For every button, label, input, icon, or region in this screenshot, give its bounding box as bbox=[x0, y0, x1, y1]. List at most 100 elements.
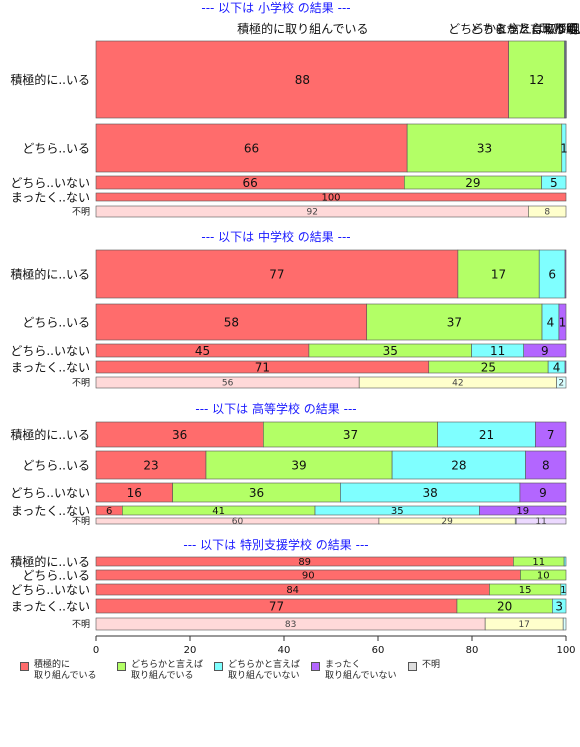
row-label: 不明 bbox=[72, 207, 90, 218]
row-label: 不明 bbox=[72, 619, 90, 630]
row-label: 積極的に..いる bbox=[10, 427, 90, 442]
data-label: 9 bbox=[541, 344, 549, 358]
data-label: 84 bbox=[286, 585, 299, 596]
row-label: まったく..ない bbox=[11, 360, 90, 374]
bar-segment bbox=[556, 376, 567, 389]
row-label: どちら..いる bbox=[22, 568, 90, 582]
legend-swatch bbox=[117, 662, 126, 671]
bar-segment bbox=[95, 249, 459, 299]
bar-segment bbox=[564, 360, 567, 374]
legend-item: どちらかと言えば 取り組んでいる bbox=[117, 660, 203, 682]
bar-segment bbox=[391, 450, 526, 480]
row-label: どちら..いない bbox=[10, 486, 90, 500]
legend-swatch bbox=[311, 662, 320, 671]
data-label: 25 bbox=[481, 360, 496, 374]
legend-label: まったく 取り組んでいない bbox=[325, 660, 397, 681]
data-label: 89 bbox=[298, 557, 311, 568]
data-label: 90 bbox=[302, 571, 315, 582]
x-tick-label: 100 bbox=[556, 645, 575, 656]
bar-segment bbox=[523, 343, 567, 358]
bar-segment bbox=[520, 569, 567, 581]
row-label: どちら..いない bbox=[10, 583, 90, 597]
data-label: 28 bbox=[451, 458, 466, 472]
data-label: 20 bbox=[497, 599, 512, 613]
data-label: 4 bbox=[553, 360, 561, 374]
data-label: 12 bbox=[529, 73, 544, 87]
data-label: 77 bbox=[269, 267, 284, 281]
legend-item: まったく 取り組んでいない bbox=[311, 660, 397, 682]
panel-title-3: --- 以下は 特別支援学校 の結果 --- bbox=[183, 537, 368, 552]
row-label: まったく..ない bbox=[11, 504, 90, 518]
bar-segment bbox=[95, 192, 567, 202]
bar-segment bbox=[552, 598, 567, 614]
data-label: 29 bbox=[465, 176, 480, 190]
data-label: 8 bbox=[544, 208, 550, 218]
bar-segment bbox=[565, 40, 567, 119]
data-label: 71 bbox=[255, 360, 270, 374]
data-label: 33 bbox=[477, 141, 492, 155]
data-label: 6 bbox=[548, 267, 556, 281]
bar-segment bbox=[205, 450, 393, 480]
data-label: 1 bbox=[559, 315, 567, 329]
data-label: 16 bbox=[127, 486, 142, 500]
bar-segment bbox=[95, 40, 509, 119]
bar-segment bbox=[95, 450, 207, 480]
data-label: 45 bbox=[195, 344, 210, 358]
data-label: 37 bbox=[447, 315, 462, 329]
bar-segment bbox=[558, 303, 567, 341]
row-label: どちら..いる bbox=[22, 141, 90, 155]
bar-segment bbox=[515, 517, 567, 525]
data-label: 1 bbox=[560, 585, 566, 596]
x-tick-label: 20 bbox=[184, 645, 197, 656]
data-label: 36 bbox=[249, 486, 264, 500]
legend-swatch bbox=[214, 662, 223, 671]
bar-segment bbox=[508, 40, 565, 119]
bar-segment bbox=[538, 249, 566, 299]
legend-item: 積極的に 取り組んでいる bbox=[20, 660, 97, 682]
data-label: 23 bbox=[143, 458, 158, 472]
data-label: 37 bbox=[343, 428, 358, 442]
bar-segment bbox=[564, 249, 567, 299]
data-label: 15 bbox=[519, 585, 532, 596]
row-label: まったく..ない bbox=[11, 190, 90, 204]
bar-segment bbox=[406, 123, 563, 173]
bar-segment bbox=[263, 421, 438, 448]
row-label: どちら..いない bbox=[10, 176, 90, 190]
row-label: 積極的に..いる bbox=[10, 554, 90, 569]
data-label: 77 bbox=[269, 599, 284, 613]
data-label: 39 bbox=[291, 458, 306, 472]
data-label: 7 bbox=[547, 428, 555, 442]
data-label: 100 bbox=[321, 193, 340, 204]
bar-segment bbox=[541, 175, 567, 190]
row-label: 不明 bbox=[72, 516, 90, 527]
data-label: 8 bbox=[542, 458, 550, 472]
legend-label: どちらかと言えば 取り組んでいる bbox=[131, 660, 204, 681]
data-label: 41 bbox=[212, 506, 225, 517]
bar-segment bbox=[528, 205, 567, 218]
x-tick-label: 80 bbox=[466, 645, 479, 656]
data-label: 19 bbox=[516, 506, 529, 517]
data-label: 10 bbox=[537, 571, 550, 582]
data-label: 2 bbox=[558, 379, 564, 389]
data-label: 36 bbox=[172, 428, 187, 442]
legend-swatch bbox=[408, 662, 417, 671]
bar-segment bbox=[366, 303, 543, 341]
bar-segment bbox=[561, 123, 567, 173]
bar-segment bbox=[95, 123, 408, 173]
data-label: 29 bbox=[441, 517, 453, 527]
x-tick-label: 40 bbox=[278, 645, 291, 656]
data-label: 38 bbox=[423, 486, 438, 500]
legend-label: どちらかと言えば 取り組んでいない bbox=[228, 660, 301, 681]
bar-segment bbox=[519, 482, 567, 503]
data-label: 1 bbox=[560, 141, 568, 155]
legend-item: どちらかと言えば 取り組んでいない bbox=[214, 660, 300, 682]
data-label: 17 bbox=[518, 620, 529, 630]
panel-title-1: --- 以下は 中学校 の結果 --- bbox=[201, 229, 350, 244]
x-tick-label: 60 bbox=[372, 645, 385, 656]
panel-title-2: --- 以下は 高等学校 の結果 --- bbox=[195, 401, 356, 416]
bar-segment bbox=[563, 556, 567, 567]
row-label: どちら..いる bbox=[22, 458, 90, 472]
legend-label: 不明 bbox=[422, 660, 441, 670]
